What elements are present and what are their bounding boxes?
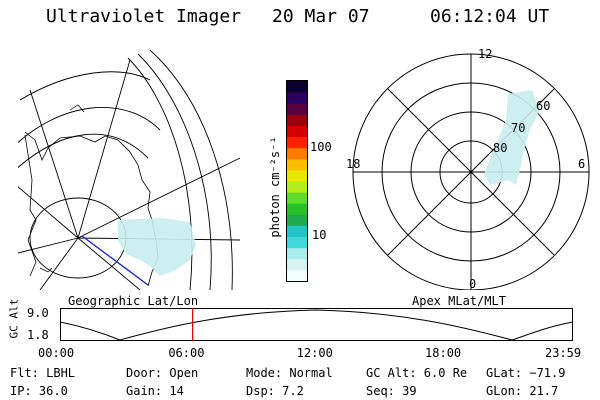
colorbar-band <box>287 92 307 104</box>
colorbar-band <box>287 147 307 160</box>
mlt-12-label: 12 <box>478 47 492 61</box>
colorbar-band <box>287 136 307 149</box>
colorbar-band <box>287 225 307 238</box>
info-seq: Seq: 39 <box>366 384 417 398</box>
colorbar-band <box>287 214 307 226</box>
colorbar-tick-100: 100 <box>310 140 332 154</box>
colorbar-band <box>287 269 307 282</box>
colorbar-band <box>287 258 307 271</box>
orbit-altitude-strip <box>60 308 574 341</box>
info-mode: Mode: Normal <box>246 366 333 380</box>
apex-label: Apex MLat/MLT <box>412 294 506 308</box>
colorbar-band <box>287 236 307 249</box>
info-gain: Gain: 14 <box>126 384 184 398</box>
date-label: 20 Mar 07 <box>272 6 370 27</box>
mlat-70-label: 70 <box>511 121 525 135</box>
colorbar-band <box>287 103 307 115</box>
colorbar-band <box>287 125 307 138</box>
info-glat: GLat: −71.9 <box>486 366 566 380</box>
mlt-18-label: 18 <box>346 157 360 171</box>
mlat-80-label: 80 <box>493 141 507 155</box>
colorbar-band <box>287 181 307 193</box>
apex-polar-plot: 12 18 6 0 60 70 80 <box>346 47 590 290</box>
orbit-tick-label: 18:00 <box>425 346 462 360</box>
colorbar-band <box>287 81 307 93</box>
colorbar-band <box>287 247 307 260</box>
colorbar-tick-10: 10 <box>312 228 327 242</box>
orbit-ymin: 1.8 <box>27 328 49 342</box>
info-gcalt: GC Alt: 6.0 Re <box>366 366 468 380</box>
info-door: Door: Open <box>126 366 199 380</box>
orbit-tick-label: 06:00 <box>168 346 205 360</box>
colorbar-band <box>287 203 307 215</box>
info-flt: Flt: LBHL <box>10 366 76 380</box>
instrument-title: Ultraviolet Imager <box>46 6 242 27</box>
mlt-0-label: 0 <box>469 277 476 290</box>
info-dsp: Dsp: 7.2 <box>246 384 304 398</box>
orbit-tick-label: 23:59 <box>545 346 582 360</box>
orbit-tick-label: 12:00 <box>296 346 333 360</box>
mlt-6-label: 6 <box>578 157 585 171</box>
colorbar-band <box>287 192 307 204</box>
colorbar-band <box>287 169 307 182</box>
colorbar-gradient <box>287 81 307 282</box>
colorbar <box>286 80 308 282</box>
colorbar-unit-label: photon cm⁻²s⁻¹ <box>268 136 282 238</box>
mlat-60-label: 60 <box>536 99 550 113</box>
colorbar-band <box>287 114 307 126</box>
time-label: 06:12:04 UT <box>430 6 550 27</box>
geographic-label: Geographic Lat/Lon <box>68 294 199 308</box>
colorbar-band <box>287 158 307 171</box>
info-ip: IP: 36.0 <box>10 384 68 398</box>
orbit-axis-label: GC Alt <box>7 298 21 339</box>
info-glon: GLon: 21.7 <box>486 384 559 398</box>
orbit-tick-label: 00:00 <box>38 346 75 360</box>
geographic-map <box>18 49 240 290</box>
orbit-ymax: 9.0 <box>27 306 49 320</box>
